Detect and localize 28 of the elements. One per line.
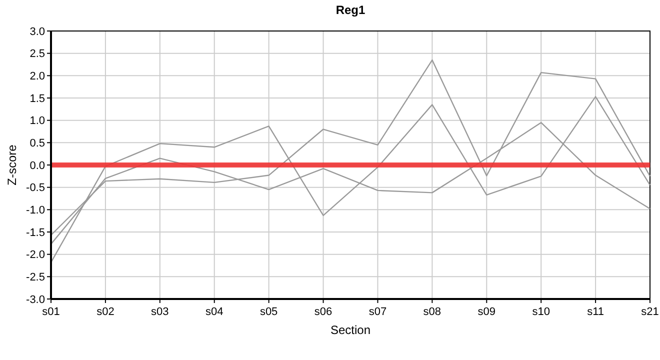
y-tick-label: 2.5 xyxy=(30,48,45,60)
y-tick-label: -1.0 xyxy=(26,204,45,217)
y-tick-label: -1.5 xyxy=(26,226,45,239)
y-tick-label: 1.0 xyxy=(30,115,45,128)
x-tick-label: s09 xyxy=(478,306,496,318)
x-tick-label: s21 xyxy=(641,306,659,318)
y-tick-label: 0.0 xyxy=(30,160,45,172)
x-tick-label: s08 xyxy=(423,306,442,318)
y-tick-label: -3.0 xyxy=(26,294,45,306)
chart-title: Reg1 xyxy=(336,3,366,17)
y-tick-label: -2.5 xyxy=(26,272,45,284)
y-tick-label: -0.5 xyxy=(26,182,45,194)
x-tick-label: s05 xyxy=(260,306,278,318)
y-axis-title: Z-score xyxy=(5,144,19,186)
y-tick-label: -2.0 xyxy=(26,249,45,262)
x-tick-label: s10 xyxy=(532,306,550,318)
x-tick-label: s01 xyxy=(42,306,60,318)
y-tick-label: 0.5 xyxy=(30,138,45,150)
y-tick-label: 2.0 xyxy=(30,70,45,83)
x-axis-title: Section xyxy=(330,323,371,337)
y-tick-label: 1.5 xyxy=(30,92,45,105)
x-tick-label: s07 xyxy=(368,306,387,318)
x-tick-label: s04 xyxy=(205,306,224,318)
x-tick-label: s02 xyxy=(96,306,114,318)
y-tick-label: 3.0 xyxy=(30,26,45,38)
x-tick-label: s11 xyxy=(587,306,604,318)
x-tick-label: s06 xyxy=(314,306,332,318)
x-tick-label: s03 xyxy=(151,306,169,318)
